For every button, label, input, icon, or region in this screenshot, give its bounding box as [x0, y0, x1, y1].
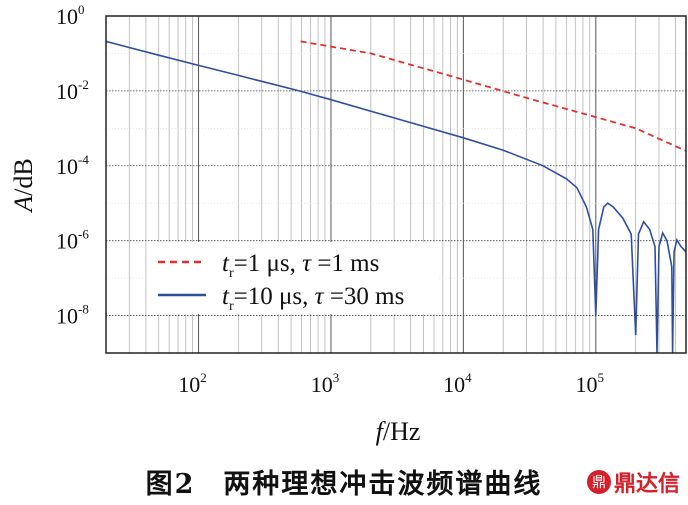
x-tick-label: 104	[443, 370, 472, 397]
plot-frame	[105, 15, 687, 354]
y-tick-label: 10-2	[56, 77, 89, 104]
x-tick-labels: 102 103 104 105	[178, 370, 604, 397]
x-tick-label: 105	[576, 370, 605, 397]
legend-label: tr=1 μs, τ =1 ms	[222, 250, 379, 281]
x-tick-label: 102	[178, 370, 207, 397]
y-axis-label: A/dB	[9, 158, 38, 213]
figure-number: 图2	[145, 469, 196, 500]
y-tick-label: 10-8	[56, 302, 89, 329]
legend-label: tr=10 μs, τ =30 ms	[222, 283, 404, 314]
watermark-logo: 鼎鼎达信	[582, 466, 684, 498]
logo-mark-icon: 鼎	[586, 470, 611, 494]
series-line-1	[106, 40, 686, 353]
y-tick-label: 10-6	[56, 227, 89, 254]
series-lines	[106, 40, 686, 353]
legend-box	[148, 242, 438, 314]
figure-caption: 图2 两种理想冲击波频谱曲线	[0, 462, 688, 501]
watermark-text: 鼎达信	[613, 472, 680, 497]
figure-title: 两种理想冲击波频谱曲线	[223, 469, 543, 500]
series-line-0	[300, 40, 686, 152]
x-tick-label: 103	[311, 370, 340, 397]
y-tick-label: 10-4	[56, 152, 89, 179]
x-axis-label: f/Hz	[376, 417, 421, 446]
y-tick-labels: 100 10-2 10-4 10-6 10-8	[56, 2, 89, 329]
y-tick-label: 100	[56, 2, 85, 29]
